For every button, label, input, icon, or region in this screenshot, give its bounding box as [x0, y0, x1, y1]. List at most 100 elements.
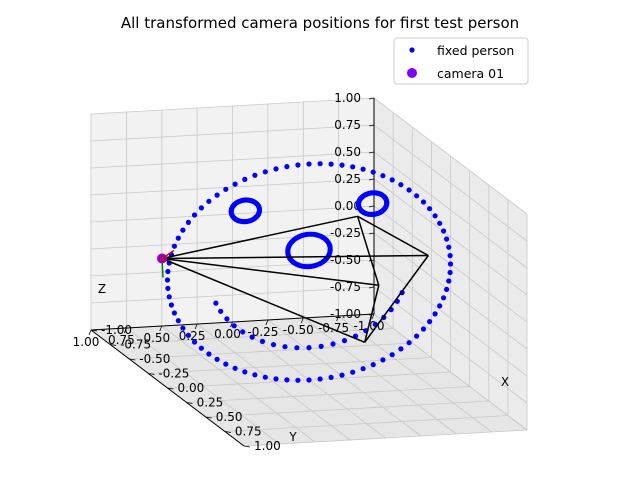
x-tick — [110, 344, 117, 346]
x-tick — [90, 329, 98, 332]
x-tick-label: -0.75 — [120, 338, 151, 352]
y-axis-label: Y — [288, 430, 297, 444]
face-outline-point — [328, 161, 334, 167]
y-tick — [230, 321, 233, 328]
face-outline-point — [447, 269, 453, 276]
mouth-point — [231, 323, 237, 329]
face-outline-point — [380, 357, 386, 363]
mouth-point — [218, 308, 224, 314]
face-outline-point — [360, 366, 366, 372]
face-outline-point — [437, 303, 443, 309]
face-outline-point — [284, 377, 290, 383]
right-eye-point — [228, 210, 234, 216]
grid-line — [90, 97, 375, 115]
z-tick-label: -0.75 — [330, 280, 361, 294]
mouth-point — [341, 338, 348, 344]
face-outline-point — [273, 376, 279, 382]
face-outline-point — [339, 162, 345, 168]
face-outline-point — [389, 352, 395, 358]
face-outline-point — [432, 311, 438, 317]
y-tick — [159, 325, 163, 332]
face-outline-point — [306, 161, 312, 167]
y-tick-label: -0.25 — [247, 325, 278, 339]
face-outline-point — [380, 173, 386, 179]
face-outline-point — [185, 219, 191, 225]
mouth-point — [294, 345, 300, 351]
face-outline-point — [447, 253, 453, 259]
y-tick — [336, 315, 339, 322]
face-outline-point — [427, 206, 433, 212]
y-tick — [124, 327, 127, 334]
z-tick-label: 0.25 — [334, 172, 361, 186]
frustum-edge — [161, 254, 429, 260]
face-outline-point — [360, 166, 366, 172]
face-outline-point — [317, 376, 323, 382]
z-tick — [368, 124, 375, 127]
y-tick-label: 0.25 — [179, 329, 206, 343]
x-tick-label: -1.00 — [101, 323, 132, 337]
x-tick — [167, 387, 174, 390]
nose-point — [285, 250, 291, 256]
grid-line — [205, 400, 489, 418]
x-tick-label: 0.50 — [216, 410, 243, 424]
camera-01-marker-overlay — [159, 254, 167, 263]
x-tick-label: 0.25 — [197, 396, 224, 410]
face-outline-point — [198, 345, 204, 351]
mouth-point — [224, 316, 230, 322]
face-outline-point — [242, 176, 248, 182]
face-outline-point — [350, 369, 356, 375]
legend-box — [393, 37, 529, 85]
face-outline-point — [406, 187, 412, 193]
face-outline-point — [295, 377, 301, 383]
left-eye-point — [356, 202, 362, 209]
x-tick — [224, 431, 231, 433]
grid-line — [373, 151, 528, 269]
chart-title: All transformed camera positions for fir… — [121, 14, 519, 32]
legend-marker-fixed-person — [409, 47, 415, 53]
y-tick — [371, 313, 375, 320]
face-outline-point — [175, 318, 181, 324]
face-outline-point — [223, 361, 229, 367]
face-outline-point — [273, 166, 279, 172]
face-outline-point — [328, 374, 334, 380]
face-outline-point — [284, 164, 290, 170]
legend: fixed person camera 01 — [393, 37, 529, 85]
face-outline-point — [191, 339, 198, 345]
face-outline-point — [180, 227, 186, 233]
face-outline-point — [317, 161, 323, 167]
y-tick — [194, 323, 198, 330]
z-tick-label: 0.00 — [334, 199, 361, 213]
face-outline-point — [398, 182, 404, 188]
z-axis-label: Z — [98, 282, 106, 296]
face-outline-point — [370, 362, 376, 368]
face-outline-point — [441, 295, 447, 301]
z-tick-label: 0.50 — [334, 145, 361, 159]
y-tick-label: -0.50 — [283, 323, 314, 337]
frustum-edge — [363, 285, 380, 343]
face-outline-point — [166, 294, 172, 300]
legend-label-camera: camera 01 — [437, 66, 504, 81]
grid-line — [90, 178, 375, 196]
face-outline-point — [446, 244, 452, 250]
z-tick-label: -0.25 — [330, 226, 361, 240]
face-outline-point — [370, 169, 376, 175]
face-outline-point — [447, 261, 454, 267]
z-tick-label: -0.50 — [330, 253, 361, 267]
grid-line — [224, 415, 508, 432]
frustum-edge — [161, 257, 365, 343]
face-outline-point — [168, 302, 174, 308]
face-outline-point — [185, 332, 191, 338]
grid-line — [161, 325, 316, 443]
y-tick-label: 0.00 — [214, 327, 241, 341]
frustum-edge — [357, 215, 429, 257]
face-outline-point — [432, 213, 438, 219]
z-tick — [368, 286, 375, 289]
legend-label-fixed-person: fixed person — [437, 43, 514, 58]
x-tick — [186, 402, 193, 404]
x-tick — [243, 445, 251, 448]
z-tick — [368, 205, 375, 208]
grid-line — [196, 323, 351, 441]
y-tick-label: 0.50 — [143, 331, 170, 345]
mouth-point — [306, 345, 312, 351]
